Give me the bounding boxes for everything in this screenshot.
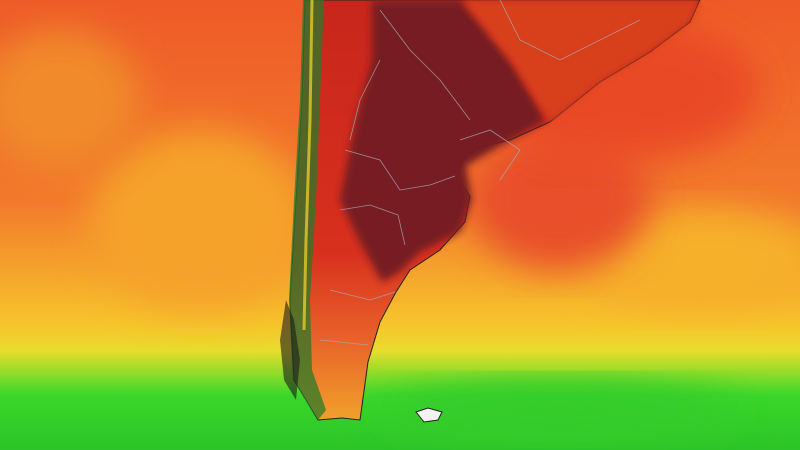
border bbox=[499, 0, 641, 61]
border bbox=[319, 339, 369, 346]
border bbox=[344, 149, 456, 191]
falkland-islands bbox=[415, 407, 443, 423]
border bbox=[459, 129, 521, 181]
borders bbox=[319, 0, 641, 346]
cold-blob bbox=[380, 382, 740, 438]
border bbox=[379, 9, 471, 121]
warm-blob bbox=[90, 130, 310, 310]
border bbox=[329, 289, 396, 301]
hot-blob bbox=[470, 130, 650, 270]
heat-core bbox=[340, 0, 546, 282]
brazil-heat bbox=[462, 0, 700, 122]
border bbox=[339, 204, 406, 246]
warm-blob bbox=[0, 30, 140, 170]
fjord-coast bbox=[280, 300, 300, 400]
andes-ridge bbox=[302, 0, 314, 331]
border bbox=[349, 59, 381, 141]
